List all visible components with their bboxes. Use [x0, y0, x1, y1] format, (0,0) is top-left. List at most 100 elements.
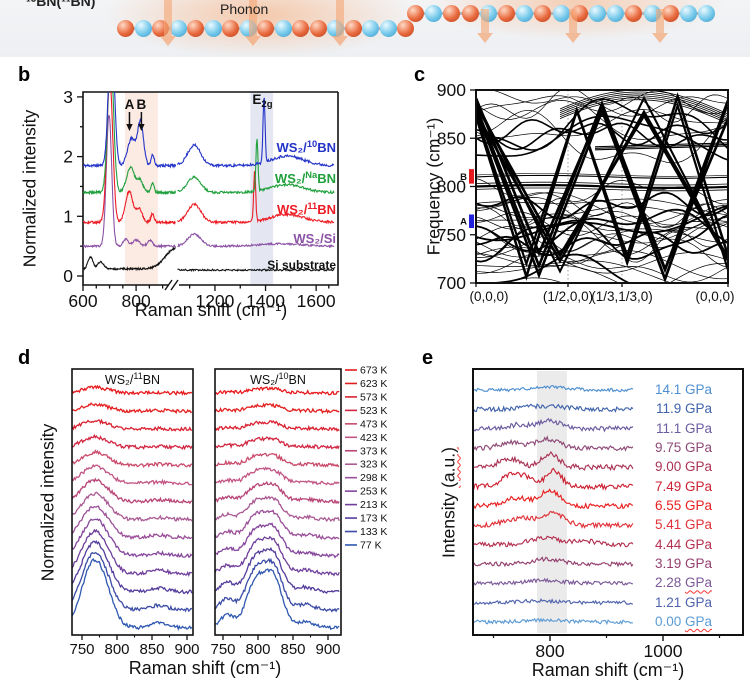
legend-label: 523 K [360, 405, 387, 417]
legend-label: 623 K [360, 378, 387, 390]
temperature-curve [215, 522, 340, 559]
pressure-label: 5.41 GPa [654, 517, 712, 533]
svg-text:750: 750 [69, 641, 94, 658]
phonon-arrow [481, 9, 489, 33]
nitrogen-atom [425, 5, 443, 22]
nitrogen-atom [169, 20, 187, 37]
temperature-curve [72, 540, 193, 595]
boron-atom [344, 20, 362, 37]
pressure-label: 7.49 GPa [654, 478, 712, 494]
nitrogen-atom [134, 20, 152, 37]
temperature-curve [72, 433, 193, 451]
svg-text:700: 700 [437, 273, 466, 293]
svg-text:750: 750 [437, 225, 466, 245]
pressure-label: 11.9 GPa [655, 401, 712, 417]
panel-e-ylabel: Intensity (a.u.) [439, 373, 460, 633]
boron-atom [397, 20, 414, 37]
isotope-label: ¹⁰BN(¹¹BN) [26, 0, 96, 9]
pressure-label: 3.19 GPa [654, 555, 712, 571]
temperature-curve [215, 509, 340, 541]
svg-text:850: 850 [280, 641, 305, 658]
pressure-label: 4.44 GPa [654, 536, 712, 552]
spectrum-curve [83, 92, 335, 226]
svg-text:600: 600 [68, 291, 97, 311]
panel-e-xlabel: Raman shift (cm⁻¹) [531, 660, 685, 680]
shaded-band [537, 371, 567, 633]
panel-letter-b: b [18, 64, 31, 86]
svg-text:(1/3,1/3,0): (1/3,1/3,0) [591, 289, 653, 304]
legend-label: 133 K [360, 526, 387, 538]
phonon-arrow [249, 0, 257, 36]
temperature-curve [215, 435, 340, 450]
svg-text:1600: 1600 [297, 291, 336, 311]
spectrum-curve [83, 114, 335, 250]
axis-marker [469, 214, 474, 228]
panel-b: 600 800 1200 1400 1600 0 1 2 3 A B E2g WS₂/10BN WS₂/N… [63, 87, 339, 311]
boron-atom [661, 5, 679, 22]
schematic-strip: ¹⁰BN(¹¹BN) Phonon [0, 0, 750, 57]
pressure-curve [472, 450, 634, 472]
pressure-curve [472, 403, 634, 413]
temperature-curve [72, 518, 193, 558]
svg-text:1200: 1200 [195, 291, 234, 311]
legend-label: 323 K [360, 459, 387, 471]
temperature-curve [215, 386, 340, 396]
svg-text:1: 1 [63, 206, 73, 226]
panel-letter-c: c [414, 64, 426, 86]
legend-label: 213 K [360, 499, 387, 511]
nitrogen-atom [607, 5, 625, 22]
pressure-curve [472, 535, 634, 548]
svg-text:(0,0,0): (0,0,0) [695, 289, 734, 304]
panel-c-ylabel: Frequency (cm⁻¹) [423, 117, 444, 256]
pressure-curve [472, 467, 634, 491]
legend-label: 253 K [360, 486, 387, 498]
series-label: WS₂/NaBN [275, 170, 336, 186]
boron-atom [625, 5, 643, 22]
pressure-label: 2.28 GPa [654, 575, 712, 591]
pressure-curve [472, 617, 634, 626]
svg-text:900: 900 [174, 641, 199, 658]
temperature-curve [215, 495, 340, 523]
boron-atom [309, 20, 327, 37]
boron-atom [257, 20, 274, 37]
boron-atom [222, 20, 239, 37]
panel-d-title: WS₂/11BN [105, 371, 160, 387]
legend-label: 423 K [360, 432, 387, 444]
pressure-curve [472, 488, 634, 510]
temperature-curve [72, 557, 193, 631]
pressure-curve [472, 417, 634, 433]
temperature-curve [215, 452, 340, 468]
svg-text:900: 900 [437, 80, 466, 100]
panel-b-ylabel: Normalized intensity [19, 109, 40, 268]
temperature-curve [72, 491, 193, 522]
panel-b-xlabel: Raman shift (cm⁻¹) [134, 300, 288, 320]
temperature-curve [215, 480, 340, 505]
phonon-arrow [569, 9, 577, 33]
svg-text:750: 750 [210, 641, 235, 658]
temperature-curve [215, 546, 340, 594]
svg-text:800: 800 [535, 641, 564, 661]
pressure-label: 9.00 GPa [654, 459, 712, 475]
pressure-curve [472, 556, 634, 568]
temperature-curve [72, 418, 193, 432]
boron-atom [443, 5, 461, 22]
nitrogen-atom [680, 5, 697, 22]
svg-text:3: 3 [63, 87, 73, 107]
temperature-curve [72, 384, 193, 396]
legend-label: 298 K [360, 472, 387, 484]
phonon-arrow [164, 0, 172, 36]
boron-atom [117, 20, 134, 37]
svg-text:2: 2 [63, 147, 73, 167]
pressure-curve [472, 577, 634, 586]
boron-atom [187, 20, 204, 37]
pressure-label: 1.21 GPa [654, 594, 712, 610]
temperature-curve [72, 463, 192, 486]
pressure-curve [472, 598, 633, 606]
svg-text:(1/2,0,0): (1/2,0,0) [543, 289, 593, 304]
series-label: Si substrate [267, 258, 336, 272]
boron-atom [461, 5, 479, 22]
series-label: WS₂/Si [293, 231, 336, 246]
pressure-label: 11.1 GPa [655, 420, 712, 436]
nitrogen-atom [589, 5, 606, 22]
